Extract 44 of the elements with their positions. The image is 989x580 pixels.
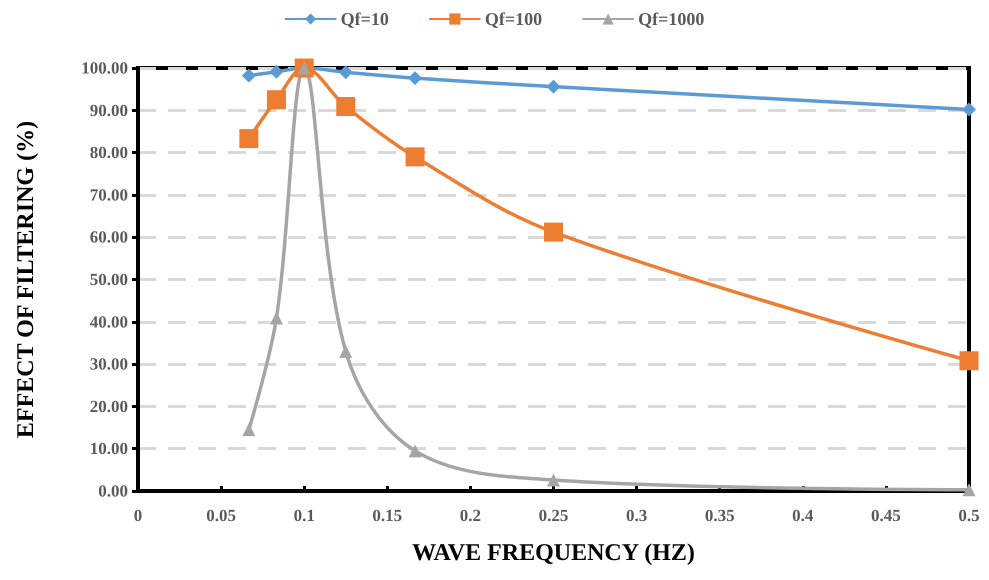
point bbox=[544, 222, 563, 242]
point bbox=[408, 444, 422, 458]
y-tick-label: 60.00 bbox=[90, 228, 128, 247]
x-tick-label: 0.1 bbox=[294, 506, 315, 525]
legend-label: Qf=10 bbox=[340, 9, 389, 29]
y-tick-label: 80.00 bbox=[90, 143, 128, 162]
x-tick-label: 0.05 bbox=[206, 506, 236, 525]
y-tick-label: 0.00 bbox=[98, 482, 128, 500]
x-tick-label: 0.35 bbox=[704, 506, 735, 525]
point bbox=[962, 102, 976, 116]
y-tick-label: 30.00 bbox=[90, 354, 128, 374]
x-tick-label: 0.3 bbox=[626, 506, 648, 525]
x-tick-label: 0.5 bbox=[958, 506, 980, 525]
x-axis-title: WAVE FREQUENCY (HZ) bbox=[412, 540, 695, 566]
point bbox=[339, 344, 352, 358]
point bbox=[962, 483, 976, 496]
x-tick-label: 0.2 bbox=[460, 506, 482, 525]
y-tick-label: 100.00 bbox=[81, 58, 128, 78]
point bbox=[408, 71, 422, 86]
legend-label: Qf=100 bbox=[484, 9, 542, 29]
y-tick-label: 40.00 bbox=[90, 312, 128, 332]
point bbox=[406, 147, 425, 166]
y-tick-label: 90.00 bbox=[90, 100, 128, 120]
point bbox=[242, 68, 256, 83]
y-tick-label: 50.00 bbox=[90, 270, 128, 289]
point bbox=[336, 96, 356, 116]
point bbox=[546, 80, 560, 94]
x-tick-label: 0.15 bbox=[372, 506, 402, 525]
point bbox=[960, 351, 978, 370]
legend-label: Qf=1000 bbox=[638, 9, 704, 29]
point bbox=[266, 90, 286, 110]
point bbox=[269, 64, 284, 79]
y-tick-label: 70.00 bbox=[90, 185, 128, 204]
x-tick-label: 0 bbox=[134, 506, 142, 525]
point bbox=[239, 129, 258, 148]
x-tick-label: 0.45 bbox=[871, 506, 901, 525]
point bbox=[547, 474, 560, 486]
y-axis-title: EFFECT OF FILTERING (%) bbox=[13, 120, 39, 438]
y-tick-label: 20.00 bbox=[90, 396, 128, 416]
y-tick-label: 10.00 bbox=[90, 439, 128, 458]
point bbox=[338, 65, 353, 80]
point bbox=[242, 423, 256, 436]
x-tick-label: 0.4 bbox=[792, 506, 814, 525]
x-tick-label: 0.25 bbox=[538, 506, 568, 525]
